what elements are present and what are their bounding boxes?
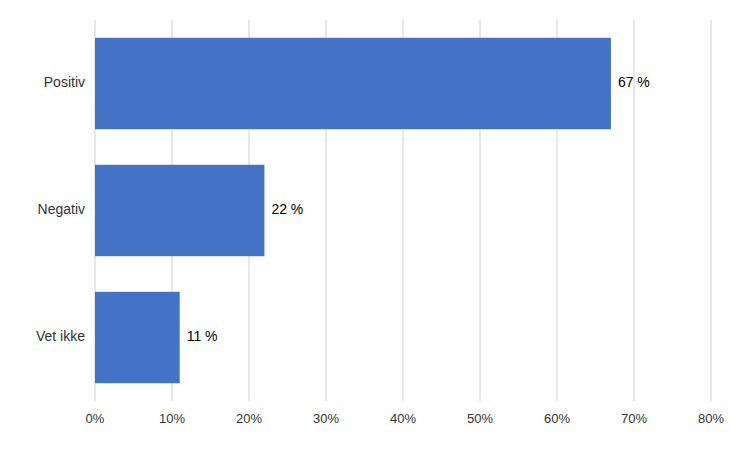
grid: [95, 20, 711, 401]
x-ticks: 0% 10% 20% 30% 40% 50% 60% 70% 80%: [86, 411, 725, 426]
category-label: Vet ikke: [36, 328, 85, 344]
x-tick-label: 30%: [313, 411, 339, 426]
x-tick-label: 80%: [698, 411, 724, 426]
category-label: Negativ: [38, 201, 85, 217]
x-tick-label: 0%: [86, 411, 105, 426]
chart-container: 0% 10% 20% 30% 40% 50% 60% 70% 80% Vet ikke Negati…: [0, 0, 751, 451]
bar: [95, 165, 264, 256]
x-tick-label: 40%: [390, 411, 416, 426]
bar: [95, 38, 611, 129]
bar: [95, 292, 180, 383]
chart-svg: 0% 10% 20% 30% 40% 50% 60% 70% 80% Vet ikke Negati…: [0, 0, 751, 451]
x-tick-label: 70%: [621, 411, 647, 426]
x-tick-label: 50%: [467, 411, 493, 426]
data-label: 11 %: [187, 328, 218, 344]
category-label: Positiv: [44, 74, 85, 90]
data-labels: 11 % 22 % 67 %: [187, 74, 650, 344]
y-tick-labels: Vet ikke Negativ Positiv: [36, 74, 85, 344]
data-label: 22 %: [271, 201, 303, 217]
bars: [95, 38, 611, 383]
data-label: 67 %: [618, 74, 650, 90]
x-tick-label: 20%: [236, 411, 262, 426]
x-tick-label: 10%: [159, 411, 185, 426]
grid-line: [711, 20, 712, 401]
x-tick-label: 60%: [544, 411, 570, 426]
